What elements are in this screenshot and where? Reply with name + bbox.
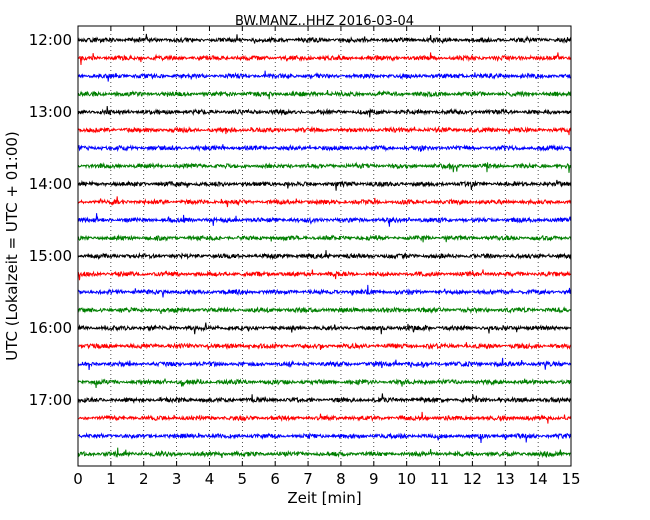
x-tick-label: 13 xyxy=(496,470,515,488)
trace-1745 xyxy=(77,447,572,459)
trace-1315 xyxy=(77,125,572,136)
x-tick-label: 7 xyxy=(303,470,313,488)
trace-1615 xyxy=(77,342,572,350)
x-tick-label: 4 xyxy=(205,470,215,488)
x-axis: 0 1 2 3 4 5 6 7 8 9 10 11 12 13 14 15 xyxy=(73,26,581,488)
trace-1200 xyxy=(77,33,572,45)
x-tick-label: 6 xyxy=(270,470,280,488)
x-tick-label: 9 xyxy=(369,470,379,488)
trace-1500 xyxy=(77,250,572,261)
traces xyxy=(77,33,572,459)
y-tick-label: 12:00 xyxy=(29,31,72,49)
trace-1445 xyxy=(77,233,572,243)
trace-1530 xyxy=(77,284,572,298)
trace-1400 xyxy=(77,179,572,191)
x-tick-label: 11 xyxy=(430,470,449,488)
y-tick-label: 17:00 xyxy=(29,391,72,409)
x-tick-label: 10 xyxy=(397,470,416,488)
x-tick-label: 1 xyxy=(106,470,116,488)
y-axis: 12:00 13:00 14:00 15:00 16:00 17:00 xyxy=(29,31,571,409)
chart-title: BW.MANZ..HHZ 2016-03-04 xyxy=(235,14,414,29)
trace-1215 xyxy=(77,52,572,66)
x-tick-label: 5 xyxy=(238,470,248,488)
x-tick-label: 2 xyxy=(139,470,149,488)
trace-1645 xyxy=(77,378,572,388)
x-tick-label: 12 xyxy=(463,470,482,488)
trace-1730 xyxy=(77,432,572,443)
x-tick-label: 3 xyxy=(172,470,182,488)
x-axis-label: Zeit [min] xyxy=(287,489,361,507)
x-tick-label: 14 xyxy=(529,470,548,488)
trace-1430 xyxy=(77,213,572,227)
x-tick-label: 0 xyxy=(73,470,83,488)
trace-1630 xyxy=(77,357,572,371)
trace-1345 xyxy=(77,161,572,173)
trace-1230 xyxy=(77,70,572,82)
trace-1245 xyxy=(77,89,572,100)
y-tick-label: 14:00 xyxy=(29,175,72,193)
trace-1515 xyxy=(77,269,572,281)
x-tick-label: 15 xyxy=(561,470,580,488)
trace-1715 xyxy=(77,411,572,424)
trace-1700 xyxy=(77,393,572,405)
y-tick-label: 15:00 xyxy=(29,247,72,265)
trace-1415 xyxy=(77,196,572,208)
trace-1300 xyxy=(77,106,572,118)
trace-1330 xyxy=(77,143,572,153)
y-tick-label: 13:00 xyxy=(29,103,72,121)
y-tick-label: 16:00 xyxy=(29,319,72,337)
x-tick-label: 8 xyxy=(336,470,346,488)
y-axis-label: UTC (Lokalzeit = UTC + 01:00) xyxy=(3,131,21,361)
trace-1600 xyxy=(77,322,572,335)
trace-1545 xyxy=(77,306,572,315)
grid-lines xyxy=(110,26,539,466)
plot-frame xyxy=(77,25,572,467)
